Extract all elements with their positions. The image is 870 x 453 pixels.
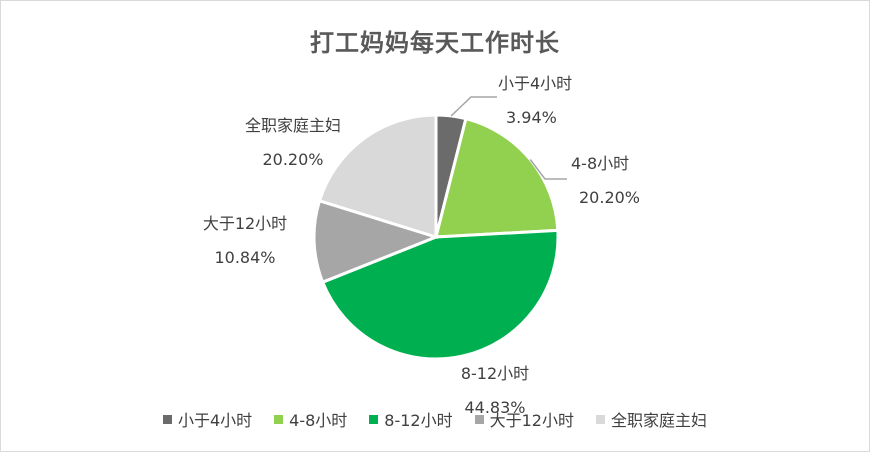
legend-label: 大于12小时 (489, 411, 574, 430)
legend-label: 8-12小时 (384, 411, 453, 430)
legend-swatch (596, 414, 605, 424)
data-label-category-1: 小于4小时 (498, 74, 572, 93)
legend-label: 全职家庭主妇 (611, 411, 708, 430)
leader-line-1 (450, 96, 497, 117)
legend-swatch (162, 414, 172, 424)
data-label-category-4: 大于12小时 (203, 214, 287, 233)
data-label-value-1: 3.94% (506, 108, 557, 127)
data-label-category-5: 全职家庭主妇 (245, 116, 341, 135)
data-label-value-4: 10.84% (214, 248, 275, 267)
data-label-category-3: 8-12小时 (461, 364, 529, 383)
legend-label: 小于4小时 (177, 411, 253, 430)
pie-slice-4 (312, 198, 441, 285)
pie-slice-5 (317, 113, 438, 240)
legend-swatch (369, 414, 379, 424)
pie-slice-3 (320, 228, 560, 361)
data-label-value-5: 20.20% (262, 150, 323, 169)
legend-swatch (474, 414, 484, 424)
legend-item-2: 4-8小时 (274, 407, 347, 431)
pie-slice-2 (434, 116, 560, 239)
legend-item-4: 大于12小时 (474, 407, 574, 431)
legend-item-5: 全职家庭主妇 (596, 407, 707, 431)
legend-item-1: 小于4小时 (162, 407, 253, 431)
leader-line-2 (529, 159, 567, 180)
pie-slices (312, 113, 560, 361)
legend-item-3: 8-12小时 (369, 407, 453, 431)
legend-swatch (274, 414, 284, 424)
leader-lines (450, 96, 567, 180)
chart-title: 打工妈妈每天工作时长 (310, 29, 560, 57)
data-label-value-3: 44.83% (464, 398, 525, 417)
data-label-value-2: 20.20% (579, 188, 640, 207)
legend: 小于4小时 4-8小时 8-12小时 大于12小时 全职家庭主妇 (1, 407, 869, 431)
data-labels: 小于4小时 3.94% 4-8小时 20.20% 8-12小时 44.83% 大于12小时 1… (203, 74, 640, 417)
legend-label: 4-8小时 (289, 411, 348, 430)
data-label-category-2: 4-8小时 (571, 154, 629, 173)
